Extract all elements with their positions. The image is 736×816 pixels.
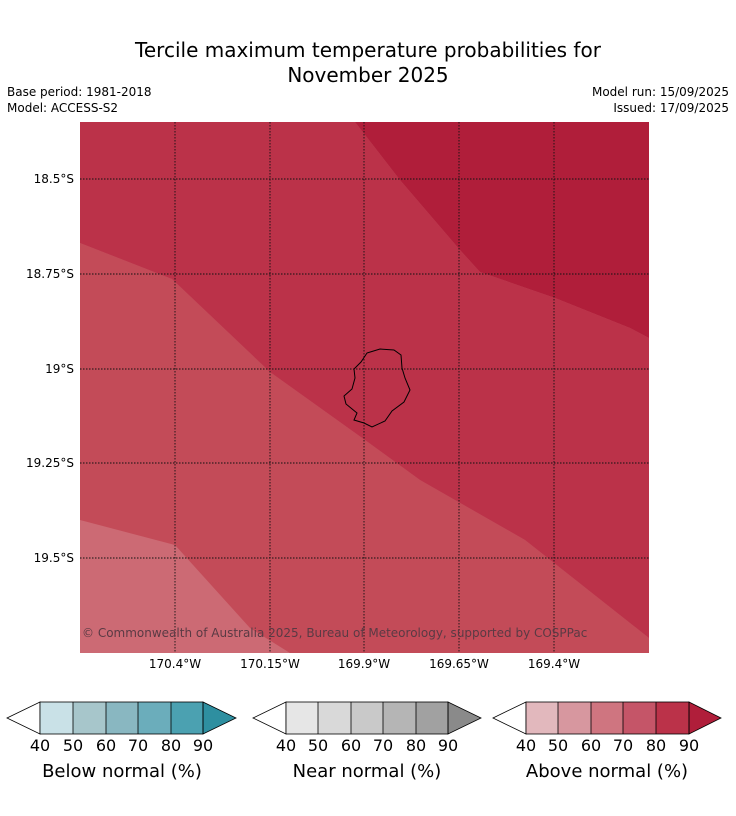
niue-island-outline	[343, 348, 411, 428]
colorbar-near-bin-50	[318, 702, 351, 734]
colorbar-below-max-extension	[202, 701, 237, 735]
issued-date: Issued: 17/09/2025	[613, 101, 729, 115]
near-tick: 40	[275, 736, 297, 755]
above-tick: 70	[612, 736, 634, 755]
colorbar-above-bin-60	[591, 702, 623, 734]
model-run: Model run: 15/09/2025	[591, 85, 729, 99]
colorbar-near-bin-70	[383, 702, 416, 734]
model-name: Model: ACCESS-S2	[7, 101, 119, 115]
lon-label-169-4w: 169.4°W	[527, 657, 581, 671]
title-line-1: Tercile maximum temperature probabilitie…	[135, 38, 601, 62]
colorbar-near-max-extension	[447, 701, 482, 735]
map-title: Tercile maximum temperature probabilitie…	[0, 38, 736, 88]
near-tick: 50	[307, 736, 329, 755]
lon-label-169-65w: 169.65°W	[429, 657, 489, 671]
colorbar-near-bin-80	[416, 702, 448, 734]
above-tick: 90	[678, 736, 700, 755]
near-tick: 70	[372, 736, 394, 755]
meta-right: Model run: 15/09/2025 Issued: 17/09/2025	[592, 84, 729, 116]
colorbar-below-bin-50	[73, 702, 106, 734]
below-tick: 90	[192, 736, 214, 755]
graticule	[80, 122, 649, 653]
above-tick: 50	[547, 736, 569, 755]
below-tick: 60	[95, 736, 117, 755]
copyright-notice: © Commonwealth of Australia 2025, Bureau…	[82, 626, 588, 640]
region-above-90	[355, 122, 649, 338]
below-tick: 80	[160, 736, 182, 755]
lat-label-19-5s: 19.5°S	[33, 551, 74, 565]
colorbar-below-label: Below normal (%)	[42, 761, 202, 782]
meta-left: Base period: 1981-2018 Model: ACCESS-S2	[7, 84, 152, 116]
lat-label-19-25s: 19.25°S	[26, 456, 74, 470]
colorbar-near-label: Near normal (%)	[292, 761, 442, 782]
colorbar-below-bin-60	[106, 702, 138, 734]
title-line-2: November 2025	[287, 63, 449, 87]
colorbar-near-bin-40	[286, 702, 318, 734]
lat-label-18-5s: 18.5°S	[33, 172, 74, 186]
colorbar-above-max-extension	[688, 701, 722, 735]
colorbar-above-label: Above normal (%)	[525, 761, 689, 782]
region-above-80	[80, 122, 649, 638]
below-tick: 70	[127, 736, 149, 755]
lat-label-19s: 19°S	[45, 362, 74, 376]
colorbar-below	[6, 701, 237, 735]
lon-label-170-4w: 170.4°W	[148, 657, 202, 671]
above-tick: 80	[645, 736, 667, 755]
colorbar-above-bin-40	[526, 702, 558, 734]
colorbar-near-bin-60	[351, 702, 383, 734]
below-tick: 50	[62, 736, 84, 755]
colorbar-below-bin-70	[138, 702, 171, 734]
region-above-70	[80, 243, 649, 653]
near-tick: 80	[405, 736, 427, 755]
colorbar-below-bin-40	[40, 702, 73, 734]
near-tick: 90	[437, 736, 459, 755]
base-period: Base period: 1981-2018	[7, 85, 152, 99]
colorbar-near	[252, 701, 482, 735]
below-tick: 40	[29, 736, 51, 755]
lat-label-18-75s: 18.75°S	[26, 267, 74, 281]
colorbar-above-bin-70	[623, 702, 656, 734]
colorbar-below-bin-80	[171, 702, 203, 734]
near-tick: 60	[340, 736, 362, 755]
probability-field	[80, 122, 649, 653]
colorbar-above-bin-50	[558, 702, 591, 734]
colorbar-below-min-extension	[6, 701, 41, 735]
above-tick: 40	[515, 736, 537, 755]
colorbar-near-min-extension	[252, 701, 287, 735]
colorbar-above-min-extension	[492, 701, 527, 735]
colorbar-above	[492, 701, 722, 735]
lon-label-169-9w: 169.9°W	[337, 657, 391, 671]
lon-label-170-15w: 170.15°W	[240, 657, 300, 671]
colorbar-above-bin-80	[656, 702, 689, 734]
above-tick: 60	[580, 736, 602, 755]
